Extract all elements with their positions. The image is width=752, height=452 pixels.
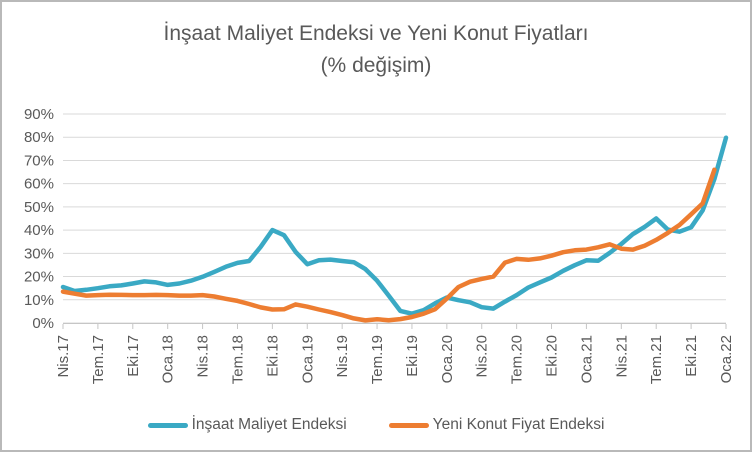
construction-cost-line xyxy=(60,135,729,316)
chart-title-line1: İnşaat Maliyet Endeksi ve Yeni Konut Fiy… xyxy=(163,22,589,45)
legend-label-construction-cost: İnşaat Maliyet Endeksi xyxy=(191,416,347,433)
x-tick-label: Eki.21 xyxy=(683,335,700,377)
y-tick-label: 40% xyxy=(24,222,54,239)
x-tick-label: Eki.20 xyxy=(544,335,561,377)
x-tick-label: Oca.19 xyxy=(299,335,316,383)
y-tick-label: 30% xyxy=(24,245,54,262)
y-tick-label: 0% xyxy=(32,315,54,332)
x-tick-label: Oca.22 xyxy=(718,335,735,383)
legend-swatch-new-housing-price xyxy=(388,422,429,428)
chart-title-block: İnşaat Maliyet Endeksi ve Yeni Konut Fiy… xyxy=(2,18,750,81)
x-tick-label: Oca.21 xyxy=(578,335,595,383)
legend-item-construction-cost: İnşaat Maliyet Endeksi xyxy=(147,416,347,434)
chart-title-line2: (% değişim) xyxy=(320,53,432,77)
new-housing-price-line xyxy=(60,167,717,323)
x-tick-label: Tem.18 xyxy=(229,335,246,384)
x-tick-label: Oca.18 xyxy=(160,335,177,383)
x-tick-label: Nis.17 xyxy=(55,335,72,378)
x-tick-label: Nis.19 xyxy=(334,335,351,378)
y-tick-label: 70% xyxy=(24,152,54,169)
x-tick-label: Tem.20 xyxy=(509,335,526,384)
x-tick-label: Eki.19 xyxy=(404,335,421,377)
x-tick-label: Eki.17 xyxy=(125,335,142,377)
legend-item-new-housing-price: Yeni Konut Fiyat Endeksi xyxy=(388,416,605,434)
y-tick-label: 60% xyxy=(24,176,54,193)
y-tick-label: 90% xyxy=(24,106,54,123)
y-tick-label: 50% xyxy=(24,199,54,216)
y-tick-label: 20% xyxy=(24,269,54,286)
chart-legend: İnşaat Maliyet Endeksi Yeni Konut Fiyat … xyxy=(2,416,750,434)
x-tick-label: Nis.20 xyxy=(474,335,491,378)
x-tick-label: Nis.18 xyxy=(195,335,212,378)
legend-swatch-construction-cost xyxy=(147,422,188,428)
x-tick-label: Nis.21 xyxy=(613,335,630,378)
x-tick-label: Oca.20 xyxy=(439,335,456,383)
x-tick-label: Tem.19 xyxy=(369,335,386,384)
y-tick-label: 10% xyxy=(24,292,54,309)
legend-label-new-housing-price: Yeni Konut Fiyat Endeksi xyxy=(432,416,605,433)
y-tick-label: 80% xyxy=(24,129,54,146)
x-tick-label: Eki.18 xyxy=(264,335,281,377)
x-tick-label: Tem.17 xyxy=(90,335,107,384)
x-tick-label: Tem.21 xyxy=(648,335,665,384)
